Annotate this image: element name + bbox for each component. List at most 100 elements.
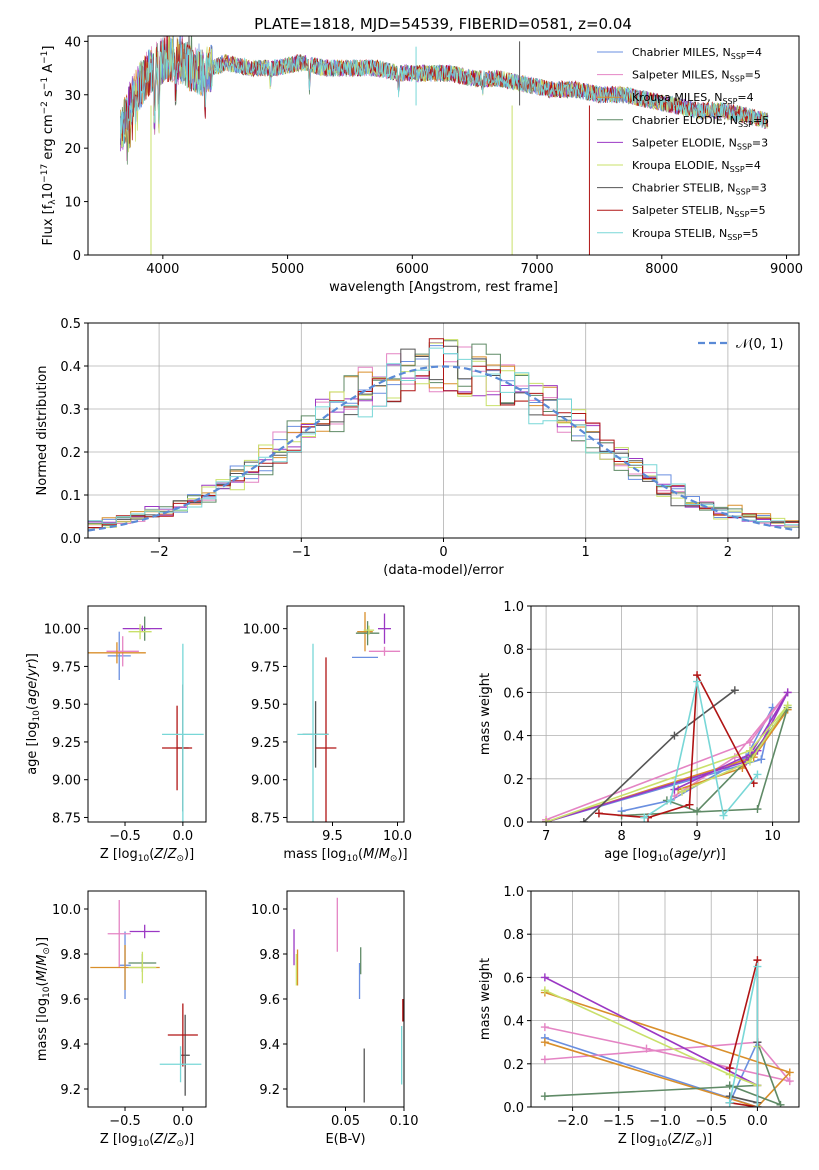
weight-line [545, 707, 774, 822]
x-tick-label: 0.0 [173, 829, 194, 844]
weight-point [540, 1055, 549, 1064]
y-tick-label: 9.6 [259, 993, 280, 1008]
y-tick-label: 8.75 [52, 811, 81, 826]
axes-frame [87, 35, 800, 256]
y-tick-label: 9.50 [251, 698, 280, 713]
y-tick-label: 0.0 [60, 532, 81, 547]
y-tick-label: 20 [64, 142, 81, 157]
spectrum-line [120, 36, 769, 148]
x-tick-label: 0.0 [747, 1114, 768, 1129]
axes-frame [87, 890, 207, 1108]
y-tick-label: 0.0 [503, 816, 524, 831]
plot-area [297, 612, 401, 822]
plot-area [540, 956, 794, 1107]
x-tick-label: 10 [764, 829, 781, 844]
y-axis-label: mass [log10(M/M⊙)] [35, 937, 52, 1061]
weight-line [544, 989, 759, 1087]
weight-point [540, 973, 549, 982]
weight-point [753, 770, 762, 779]
weight-point [730, 686, 739, 695]
mass-vs-extinction-panel: 0.05 0.10 9.2 9.4 9.6 9.8 10.0 E(B-V) [251, 890, 419, 1147]
weight-point [685, 800, 694, 809]
y-tick-label: 10.00 [243, 623, 280, 638]
weight-point [677, 787, 686, 796]
weight-point [783, 701, 792, 710]
age-vs-mass-panel: 9.5 10.0 8.75 9.00 9.25 9.50 9.75 10.00 mass [lo… [243, 605, 412, 864]
legend-label: Chabrier ELODIE, NSSP=5 [632, 114, 769, 129]
y-tick-label: 0.2 [503, 773, 524, 788]
weight-point [745, 757, 754, 766]
y-tick-label: 0.3 [60, 403, 81, 418]
y-tick-label: 9.00 [52, 774, 81, 789]
legend-label: Chabrier STELIB, NSSP=3 [632, 182, 767, 197]
x-tick-label: 8 [617, 829, 625, 844]
x-axis-label: age [log10(age/yr)] [604, 847, 726, 864]
y-tick-label: 10.0 [52, 903, 81, 918]
y-axis-label: Normed distribution [35, 366, 50, 496]
normal-curve [88, 365, 797, 532]
y-tick-label: 9.2 [259, 1083, 280, 1098]
y-tick-label: 0.5 [60, 317, 81, 332]
y-tick-label: 0.1 [60, 489, 81, 504]
x-tick-label: 0.05 [331, 1114, 360, 1129]
weight-point [753, 962, 762, 971]
weight-point [540, 1038, 549, 1047]
y-tick-label: 0 [73, 249, 81, 264]
legend-label: Kroupa STELIB, NSSP=5 [632, 227, 758, 242]
weight-point [540, 1092, 549, 1101]
x-tick-label: 8000 [645, 262, 678, 277]
x-tick-label: 0 [439, 545, 447, 560]
y-tick-label: 9.8 [259, 948, 280, 963]
weight-point [776, 1100, 785, 1107]
y-axis-label: mass weight [478, 958, 493, 1040]
x-tick-label: −0.5 [695, 1114, 727, 1129]
x-tick-label: 2 [724, 545, 732, 560]
plot-area [88, 338, 799, 532]
x-tick-label: 4000 [146, 262, 179, 277]
x-tick-label: 6000 [396, 262, 429, 277]
y-tick-label: 9.8 [60, 948, 81, 963]
figure-title: PLATE=1818, MJD=54539, FIBERID=0581, z=0… [254, 15, 632, 33]
x-tick-label: 7 [542, 829, 550, 844]
y-tick-label: 9.2 [60, 1083, 81, 1098]
legend-label: Kroupa ELODIE, NSSP=4 [632, 159, 761, 174]
weight-line [544, 991, 792, 1107]
y-tick-label: 9.6 [60, 993, 81, 1008]
y-tick-label: 10.0 [251, 903, 280, 918]
x-axis-label: E(B-V) [325, 1132, 365, 1147]
plot-area [90, 900, 202, 1096]
plot-area [88, 616, 204, 822]
x-tick-label: −2.0 [557, 1114, 589, 1129]
legend-label: Salpeter STELIB, NSSP=5 [632, 204, 766, 219]
weight-point [642, 1044, 651, 1053]
x-axis-label: wavelength [Angstrom, rest frame] [329, 280, 558, 295]
weight-point [640, 813, 649, 822]
x-tick-label: 9000 [770, 262, 803, 277]
weight-point [542, 818, 551, 822]
y-tick-label: 9.4 [259, 1038, 280, 1053]
axes-frame [286, 890, 405, 1108]
x-tick-label: 0.10 [390, 1114, 419, 1129]
weight-point [594, 809, 603, 818]
legend-label: Kroupa MILES, NSSP=4 [632, 91, 754, 106]
y-axis-label: mass weight [478, 673, 493, 755]
weight-point [745, 738, 754, 747]
y-tick-label: 9.4 [60, 1038, 81, 1053]
weight-point [725, 1098, 734, 1107]
y-tick-label: 0.4 [60, 360, 81, 375]
x-tick-label: −1.0 [649, 1114, 681, 1129]
y-tick-label: 10.00 [44, 623, 81, 638]
legend-label: Salpeter MILES, NSSP=5 [632, 69, 761, 84]
x-tick-label: 7000 [521, 262, 554, 277]
y-tick-label: 9.75 [52, 660, 81, 675]
y-tick-label: 9.25 [251, 736, 280, 751]
x-axis-label: Z [log10(Z/Z⊙)] [100, 847, 194, 864]
residuals-legend: 𝒩(0, 1) [698, 337, 783, 352]
y-tick-label: 0.6 [503, 686, 524, 701]
y-tick-label: 1.0 [503, 600, 524, 615]
weight-point [540, 1023, 549, 1032]
y-tick-label: 8.75 [251, 811, 280, 826]
weight-point [579, 818, 588, 822]
y-tick-label: 0.8 [503, 643, 524, 658]
